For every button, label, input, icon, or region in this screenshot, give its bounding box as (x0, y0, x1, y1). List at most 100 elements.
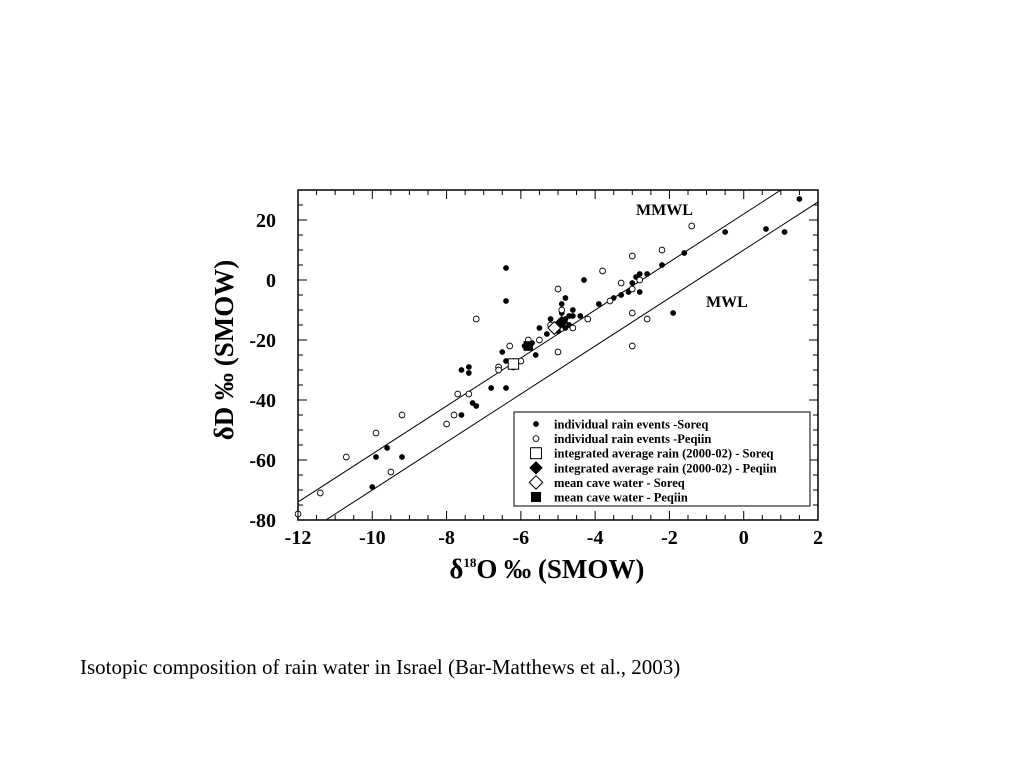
data-point (547, 320, 562, 336)
data-point (507, 358, 520, 370)
legend: individual rain events -Soreqindividual … (513, 411, 811, 507)
series-2 (507, 358, 520, 370)
series-5 (523, 341, 534, 351)
y-axis-title: δD ‰ (SMOW) (209, 260, 239, 441)
data-point (373, 454, 379, 460)
y-tick-label: 0 (266, 270, 276, 292)
data-point (670, 310, 677, 316)
y-tick-label: -40 (249, 390, 276, 412)
data-point (503, 298, 509, 304)
data-point (506, 342, 514, 350)
legend-label: mean cave water - Soreq (554, 476, 685, 490)
data-point (569, 313, 576, 319)
axis-titles: δ18O ‰ (SMOW) δD ‰ (SMOW) (209, 260, 644, 584)
x-tick-label: -4 (587, 527, 604, 549)
data-point (658, 246, 666, 254)
data-point (628, 309, 636, 317)
data-point (688, 222, 696, 230)
legend-box (513, 411, 811, 507)
x-tick-label: -10 (359, 527, 386, 549)
legend-marker (528, 474, 544, 490)
data-point (499, 349, 506, 355)
x-tick-label: -2 (661, 527, 678, 549)
x-tick-label: -12 (285, 527, 312, 549)
data-point (458, 367, 465, 373)
data-point (643, 315, 651, 323)
data-point (558, 306, 566, 314)
legend-marker (533, 421, 539, 427)
data-point (450, 411, 458, 419)
legend-label: integrated average rain (2000-02) - Sore… (554, 447, 774, 461)
data-point (618, 292, 625, 298)
data-markers (294, 196, 803, 518)
series-4 (547, 320, 562, 336)
data-point (636, 276, 644, 284)
y-tick-label: -80 (249, 510, 276, 532)
legend-label: individual rain events -Soreq (554, 418, 708, 432)
label-mwl: MWL (706, 294, 748, 311)
series-0 (369, 196, 803, 490)
line-mmwl (298, 190, 782, 503)
line-labels: MMWL MWL (636, 202, 748, 311)
figure-caption: Isotopic composition of rain water in Is… (80, 655, 681, 679)
data-point (796, 196, 803, 202)
data-point (595, 301, 602, 307)
data-point (458, 412, 465, 418)
y-tick-label: 20 (256, 210, 276, 232)
series-3 (555, 315, 569, 329)
legend-label: integrated average rain (2000-02) - Peqi… (554, 461, 777, 475)
legend-marker (529, 461, 543, 475)
data-point (636, 271, 643, 277)
legend-label: individual rain events -Peqiin (554, 432, 711, 446)
data-point (372, 429, 380, 437)
data-point (554, 348, 562, 356)
y-tick-label: -60 (249, 450, 276, 472)
legend-label: mean cave water - Peqiin (554, 491, 688, 505)
data-point (465, 370, 472, 376)
legend-marker (532, 435, 540, 442)
data-point (342, 453, 350, 461)
x-tick-label: 0 (739, 527, 749, 549)
x-tick-label: -6 (513, 527, 530, 549)
data-point (532, 352, 539, 358)
data-point (681, 250, 688, 256)
data-point (398, 411, 406, 419)
x-axis-title: δ18O ‰ (SMOW) (449, 554, 644, 584)
data-point (536, 325, 543, 331)
x-tick-label: -8 (438, 527, 455, 549)
data-point (443, 420, 450, 428)
data-point (569, 324, 577, 332)
data-point (569, 307, 576, 313)
data-point (523, 341, 534, 351)
data-point (503, 265, 509, 271)
data-point (472, 315, 480, 323)
data-point (617, 279, 625, 287)
data-point (763, 226, 769, 232)
data-point (644, 271, 651, 277)
data-point (581, 277, 587, 283)
data-point (636, 289, 643, 295)
data-point (465, 364, 472, 370)
data-point (577, 313, 584, 319)
data-point (628, 285, 636, 293)
data-point (555, 315, 569, 329)
line-mwl (324, 201, 818, 520)
data-point (554, 285, 562, 293)
data-point (536, 336, 543, 344)
data-point (495, 366, 502, 374)
legend-marker (530, 491, 542, 503)
data-point (558, 301, 565, 307)
data-point (369, 484, 376, 490)
data-point (384, 445, 391, 451)
data-point (454, 390, 462, 398)
data-point (543, 331, 550, 337)
data-point (781, 229, 788, 235)
data-point (584, 315, 592, 323)
data-point (722, 229, 729, 235)
data-point (399, 454, 405, 460)
label-mmwl: MMWL (636, 202, 693, 219)
legend-marker (530, 447, 542, 460)
y-tick-label: -20 (249, 330, 276, 352)
